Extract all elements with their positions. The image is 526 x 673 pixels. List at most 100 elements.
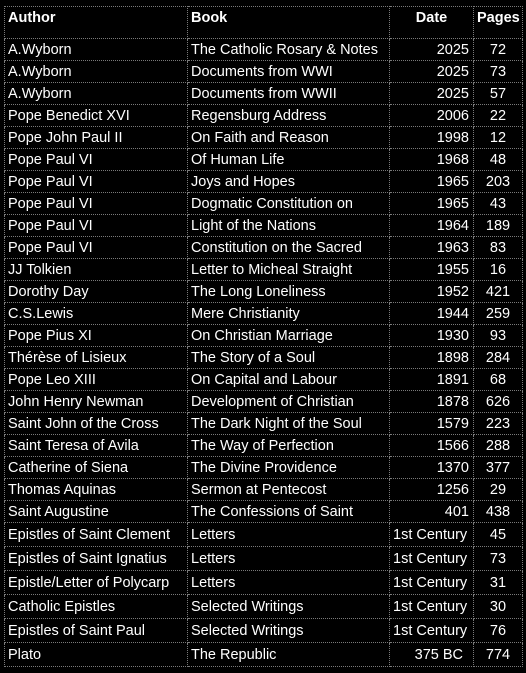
cell-date[interactable]: 2025 xyxy=(389,38,474,61)
cell-date[interactable]: 1579 xyxy=(389,412,474,435)
cell-date[interactable]: 1st Century xyxy=(389,522,474,547)
cell-date[interactable]: 1256 xyxy=(389,478,474,501)
cell-book[interactable]: The Confessions of Saint xyxy=(187,500,390,523)
cell-pages[interactable]: 76 xyxy=(473,618,523,643)
cell-author[interactable]: Pope Leo XIII xyxy=(4,368,188,391)
cell-pages[interactable]: 223 xyxy=(473,412,523,435)
cell-book[interactable]: Documents from WWII xyxy=(187,82,390,105)
cell-author[interactable]: C.S.Lewis xyxy=(4,302,188,325)
cell-pages[interactable]: 774 xyxy=(473,642,523,667)
cell-pages[interactable]: 288 xyxy=(473,434,523,457)
cell-book[interactable]: Sermon at Pentecost xyxy=(187,478,390,501)
cell-author[interactable]: Catholic Epistles xyxy=(4,594,188,619)
cell-pages[interactable]: 73 xyxy=(473,546,523,571)
cell-book[interactable]: Of Human Life xyxy=(187,148,390,171)
cell-pages[interactable]: 31 xyxy=(473,570,523,595)
cell-date[interactable]: 1566 xyxy=(389,434,474,457)
cell-book[interactable]: The Republic xyxy=(187,642,390,667)
cell-date[interactable]: 1968 xyxy=(389,148,474,171)
cell-author[interactable]: Catherine of Siena xyxy=(4,456,188,479)
header-pages[interactable]: Pages xyxy=(473,6,523,39)
cell-book[interactable]: The Divine Providence xyxy=(187,456,390,479)
cell-book[interactable]: Letters xyxy=(187,546,390,571)
cell-author[interactable]: Pope John Paul II xyxy=(4,126,188,149)
cell-author[interactable]: Pope Paul VI xyxy=(4,192,188,215)
cell-book[interactable]: On Faith and Reason xyxy=(187,126,390,149)
cell-author[interactable]: A.Wyborn xyxy=(4,38,188,61)
cell-pages[interactable]: 93 xyxy=(473,324,523,347)
cell-pages[interactable]: 30 xyxy=(473,594,523,619)
cell-book[interactable]: Regensburg Address xyxy=(187,104,390,127)
cell-author[interactable]: A.Wyborn xyxy=(4,60,188,83)
cell-author[interactable]: Thomas Aquinas xyxy=(4,478,188,501)
cell-book[interactable]: Letter to Micheal Straight xyxy=(187,258,390,281)
cell-author[interactable]: JJ Tolkien xyxy=(4,258,188,281)
cell-author[interactable]: Pope Paul VI xyxy=(4,148,188,171)
cell-author[interactable]: Thérèse of Lisieux xyxy=(4,346,188,369)
cell-date[interactable]: 1891 xyxy=(389,368,474,391)
cell-author[interactable]: Saint John of the Cross xyxy=(4,412,188,435)
cell-pages[interactable]: 45 xyxy=(473,522,523,547)
cell-author[interactable]: Epistles of Saint Ignatius xyxy=(4,546,188,571)
cell-pages[interactable]: 29 xyxy=(473,478,523,501)
cell-date[interactable]: 2006 xyxy=(389,104,474,127)
cell-book[interactable]: Joys and Hopes xyxy=(187,170,390,193)
header-author[interactable]: Author xyxy=(4,6,188,39)
cell-author[interactable]: A.Wyborn xyxy=(4,82,188,105)
cell-date[interactable]: 1955 xyxy=(389,258,474,281)
cell-book[interactable]: Documents from WWI xyxy=(187,60,390,83)
cell-date[interactable]: 1st Century xyxy=(389,570,474,595)
cell-author[interactable]: Pope Paul VI xyxy=(4,214,188,237)
cell-pages[interactable]: 284 xyxy=(473,346,523,369)
cell-book[interactable]: The Catholic Rosary & Notes xyxy=(187,38,390,61)
cell-author[interactable]: Plato xyxy=(4,642,188,667)
cell-pages[interactable]: 83 xyxy=(473,236,523,259)
cell-date[interactable]: 1965 xyxy=(389,170,474,193)
cell-date[interactable]: 1st Century xyxy=(389,618,474,643)
cell-book[interactable]: Selected Writings xyxy=(187,618,390,643)
cell-author[interactable]: Epistle/Letter of Polycarp xyxy=(4,570,188,595)
cell-pages[interactable]: 189 xyxy=(473,214,523,237)
cell-pages[interactable]: 203 xyxy=(473,170,523,193)
cell-book[interactable]: Letters xyxy=(187,570,390,595)
cell-book[interactable]: Development of Christian xyxy=(187,390,390,413)
cell-pages[interactable]: 48 xyxy=(473,148,523,171)
cell-date[interactable]: 1898 xyxy=(389,346,474,369)
cell-date[interactable]: 375 BC xyxy=(389,642,474,667)
cell-pages[interactable]: 421 xyxy=(473,280,523,303)
cell-date[interactable]: 1952 xyxy=(389,280,474,303)
cell-author[interactable]: Saint Augustine xyxy=(4,500,188,523)
cell-pages[interactable]: 626 xyxy=(473,390,523,413)
cell-date[interactable]: 1st Century xyxy=(389,594,474,619)
cell-date[interactable]: 1963 xyxy=(389,236,474,259)
cell-author[interactable]: Dorothy Day xyxy=(4,280,188,303)
cell-pages[interactable]: 259 xyxy=(473,302,523,325)
cell-book[interactable]: The Story of a Soul xyxy=(187,346,390,369)
cell-date[interactable]: 1964 xyxy=(389,214,474,237)
cell-pages[interactable]: 73 xyxy=(473,60,523,83)
cell-author[interactable]: Epistles of Saint Paul xyxy=(4,618,188,643)
cell-date[interactable]: 2025 xyxy=(389,82,474,105)
cell-pages[interactable]: 377 xyxy=(473,456,523,479)
cell-book[interactable]: On Christian Marriage xyxy=(187,324,390,347)
cell-date[interactable]: 1998 xyxy=(389,126,474,149)
cell-date[interactable]: 1st Century xyxy=(389,546,474,571)
cell-book[interactable]: The Long Loneliness xyxy=(187,280,390,303)
cell-date[interactable]: 1965 xyxy=(389,192,474,215)
cell-date[interactable]: 1878 xyxy=(389,390,474,413)
cell-author[interactable]: Pope Paul VI xyxy=(4,236,188,259)
cell-pages[interactable]: 12 xyxy=(473,126,523,149)
cell-author[interactable]: Pope Pius XI xyxy=(4,324,188,347)
cell-pages[interactable]: 22 xyxy=(473,104,523,127)
cell-date[interactable]: 1370 xyxy=(389,456,474,479)
cell-author[interactable]: Pope Paul VI xyxy=(4,170,188,193)
cell-pages[interactable]: 72 xyxy=(473,38,523,61)
cell-author[interactable]: John Henry Newman xyxy=(4,390,188,413)
cell-date[interactable]: 1944 xyxy=(389,302,474,325)
cell-book[interactable]: Selected Writings xyxy=(187,594,390,619)
cell-book[interactable]: Letters xyxy=(187,522,390,547)
cell-book[interactable]: Light of the Nations xyxy=(187,214,390,237)
cell-pages[interactable]: 43 xyxy=(473,192,523,215)
cell-book[interactable]: Mere Christianity xyxy=(187,302,390,325)
cell-book[interactable]: Constitution on the Sacred xyxy=(187,236,390,259)
